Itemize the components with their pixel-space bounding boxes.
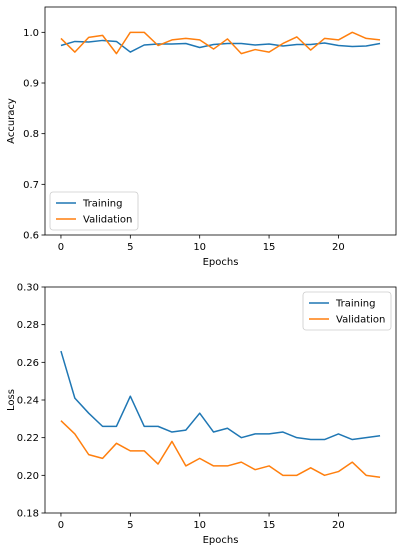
loss-legend: Training Validation <box>302 291 392 331</box>
accuracy-y-tick-label: 0.9 <box>23 79 39 90</box>
accuracy-legend-label-validation: Validation <box>83 215 132 226</box>
loss-legend-box <box>302 291 392 331</box>
accuracy-y-tick-label: 0.8 <box>23 129 39 140</box>
accuracy-series-line-validation <box>60 31 381 55</box>
accuracy-y-tick-label: 0.6 <box>23 231 39 242</box>
loss-y-tick-label: 0.30 <box>17 283 39 294</box>
accuracy-x-tick-label: 10 <box>193 242 206 253</box>
accuracy-x-tick-label: 15 <box>263 242 276 253</box>
loss-x-tick-label: 20 <box>332 520 345 531</box>
accuracy-axes-frame <box>44 6 397 236</box>
loss-y-tick-label: 0.26 <box>17 358 39 369</box>
loss-y-axis-label: Loss <box>6 389 17 411</box>
loss-series-line-validation <box>60 420 381 478</box>
loss-y-tick-label: 0.28 <box>17 320 39 331</box>
accuracy-x-tick-label: 5 <box>127 242 133 253</box>
accuracy-series-line-training <box>60 39 381 53</box>
loss-y-tick-label: 0.18 <box>17 509 39 520</box>
loss-y-tick-label: 0.24 <box>17 396 39 407</box>
accuracy-legend: Training Validation <box>49 191 139 231</box>
loss-y-tick-label: 0.20 <box>17 471 39 482</box>
loss-x-tick-label: 10 <box>193 520 206 531</box>
accuracy-legend-label-training: Training <box>82 199 122 210</box>
loss-legend-label-validation: Validation <box>336 315 385 326</box>
accuracy-y-tick-label: 0.7 <box>23 180 39 191</box>
loss-x-axis-label: Epochs <box>203 535 239 546</box>
accuracy-y-axis-label: Accuracy <box>6 98 17 144</box>
accuracy-x-axis-label: Epochs <box>203 257 239 268</box>
loss-x-tick-label: 5 <box>127 520 133 531</box>
loss-x-tick-label: 15 <box>263 520 276 531</box>
loss-y-tick-label: 0.22 <box>17 433 39 444</box>
accuracy-y-tick-label: 1.0 <box>23 28 39 39</box>
accuracy-legend-box <box>49 191 139 231</box>
accuracy-x-tick-label: 0 <box>58 242 64 253</box>
accuracy-chart: 0 5 10 15 20 0.6 0.7 0.8 0.9 1.0 Epochs Accuracy Tra… <box>6 6 397 268</box>
accuracy-x-tick-label: 20 <box>332 242 345 253</box>
loss-chart: 0 5 10 15 20 0.18 0.20 0.22 0.24 0.26 0.28 0.30 Epoc… <box>6 283 397 546</box>
loss-legend-label-training: Training <box>335 299 375 310</box>
loss-x-tick-label: 0 <box>58 520 64 531</box>
loss-series-line-training <box>60 350 381 441</box>
